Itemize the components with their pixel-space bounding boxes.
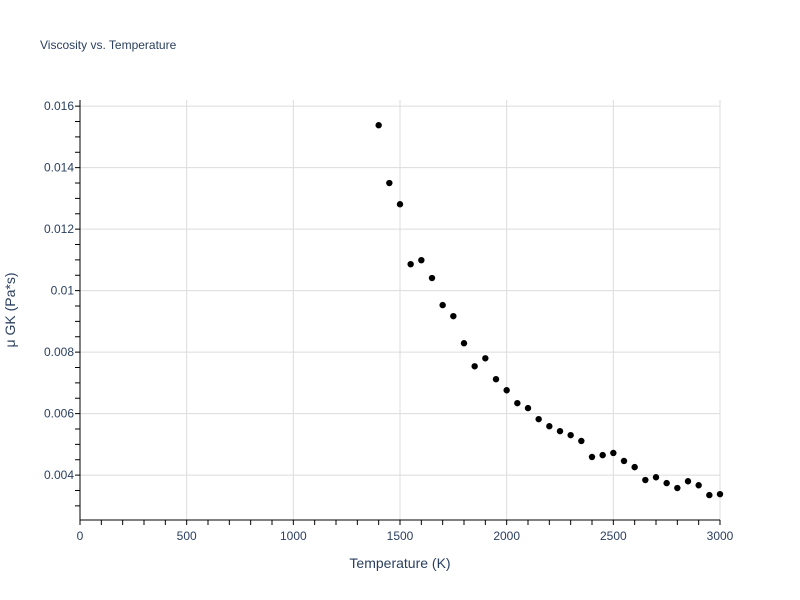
data-point <box>535 415 542 423</box>
data-point <box>695 482 702 489</box>
x-tick-label: 2000 <box>493 529 520 543</box>
grid-lines <box>80 100 721 520</box>
data-point <box>631 463 638 471</box>
data-point <box>652 474 660 481</box>
y-tick-label: 0.012 <box>44 222 74 236</box>
x-tick-label: 1500 <box>387 529 414 543</box>
y-tick-label: 0.006 <box>44 407 74 421</box>
data-point <box>610 449 617 457</box>
y-tick-label: 0.016 <box>44 99 74 113</box>
y-tick-label: 0.014 <box>44 161 74 175</box>
axes: 0 500 1000 1500 2000 2500 3000 0.004 0.006 0.008 0… <box>44 99 734 543</box>
data-point <box>418 256 425 264</box>
data-point <box>524 404 532 412</box>
x-tick-label: 1000 <box>280 529 307 543</box>
data-point <box>460 340 468 347</box>
y-tick-label: 0.008 <box>44 345 74 359</box>
data-point <box>428 274 436 282</box>
data-point <box>386 179 393 187</box>
x-tick-label: 0 <box>77 529 84 543</box>
y-axis-label: μ GK (Pa*s) <box>2 273 18 348</box>
data-point <box>396 201 404 208</box>
x-axis-label: Temperature (K) <box>349 555 450 571</box>
data-point <box>588 453 596 461</box>
data-point <box>450 312 457 320</box>
data-point <box>546 423 553 430</box>
x-tick-label: 3000 <box>707 529 734 543</box>
data-point <box>375 122 382 129</box>
data-point <box>471 363 478 370</box>
data-point <box>706 491 713 499</box>
data-point <box>492 375 500 383</box>
data-point <box>716 490 724 498</box>
data-point <box>684 478 692 485</box>
data-point <box>642 476 649 484</box>
data-point <box>439 301 446 309</box>
y-tick-label: 0.01 <box>51 284 75 298</box>
data-point <box>599 451 606 459</box>
y-tick-label: 0.004 <box>44 468 74 482</box>
data-point <box>407 260 414 268</box>
data-point <box>503 387 510 394</box>
data-point <box>567 431 574 439</box>
data-point <box>674 484 681 492</box>
chart-title: Viscosity vs. Temperature <box>40 38 177 52</box>
data-points <box>375 122 724 499</box>
x-tick-label: 500 <box>177 529 197 543</box>
data-point <box>514 399 521 407</box>
data-point <box>578 437 585 445</box>
x-tick-label: 2500 <box>600 529 627 543</box>
data-point <box>482 355 489 362</box>
data-point <box>663 479 670 487</box>
data-point <box>556 427 564 435</box>
data-point <box>620 457 628 465</box>
